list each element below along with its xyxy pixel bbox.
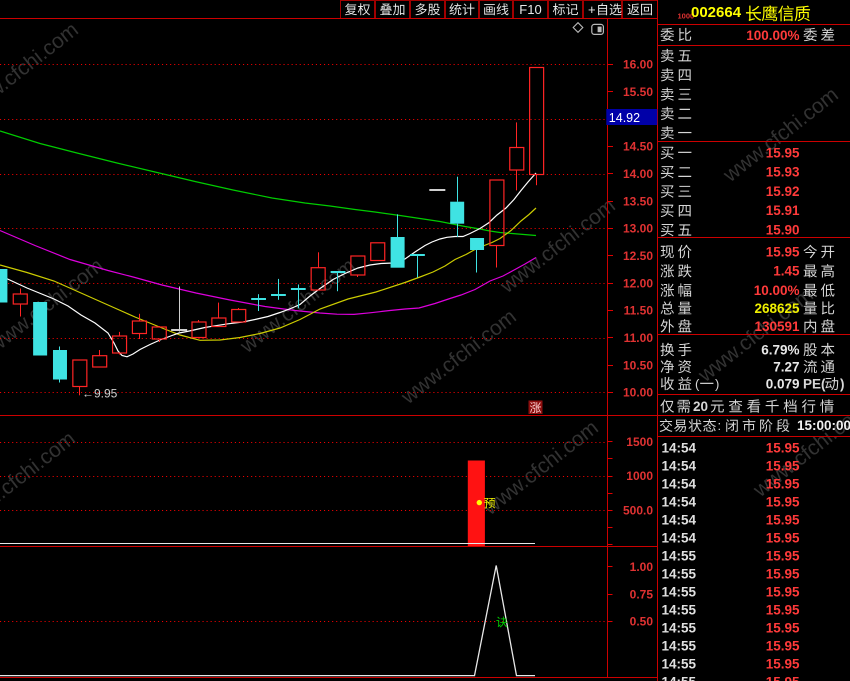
svg-text:15.95: 15.95 (766, 566, 800, 581)
svg-text:130591: 130591 (754, 319, 800, 334)
svg-text:11.50: 11.50 (624, 304, 654, 318)
svg-text:14.50: 14.50 (623, 140, 653, 154)
svg-text:002664: 002664 (691, 4, 742, 21)
svg-text:14.92: 14.92 (609, 111, 640, 125)
svg-text:15.95: 15.95 (766, 602, 800, 617)
svg-text:14:54: 14:54 (662, 476, 697, 491)
svg-text:15.91: 15.91 (766, 203, 800, 218)
svg-text:15.95: 15.95 (766, 494, 800, 509)
svg-text:7.27: 7.27 (773, 359, 799, 374)
svg-text:14:54: 14:54 (662, 512, 697, 527)
svg-text:14:55: 14:55 (662, 656, 697, 671)
svg-text:14:55: 14:55 (662, 602, 697, 617)
svg-text:14:55: 14:55 (662, 566, 697, 581)
svg-text:1500: 1500 (626, 435, 653, 449)
svg-text:): ) (715, 376, 719, 391)
svg-text:14.00: 14.00 (623, 167, 653, 181)
svg-text:15.95: 15.95 (766, 244, 800, 259)
svg-text:12.00: 12.00 (623, 276, 653, 290)
svg-text:15.95: 15.95 (766, 512, 800, 527)
svg-text:15.95: 15.95 (766, 584, 800, 599)
svg-text:16.00: 16.00 (623, 58, 653, 72)
svg-text:1000: 1000 (678, 12, 695, 21)
svg-text:14:54: 14:54 (662, 440, 697, 455)
svg-text:15.93: 15.93 (766, 165, 800, 180)
svg-text:15.95: 15.95 (766, 458, 800, 473)
svg-text:15.95: 15.95 (766, 476, 800, 491)
svg-text:100.00%: 100.00% (746, 28, 799, 43)
svg-text:1.00: 1.00 (630, 560, 654, 574)
svg-text:15:00:00: 15:00:00 (797, 418, 850, 433)
svg-text:15.90: 15.90 (766, 223, 800, 238)
svg-text:11.00: 11.00 (624, 331, 654, 345)
svg-text:0.079: 0.079 (766, 376, 800, 391)
svg-text:15.95: 15.95 (766, 674, 800, 681)
svg-text:12.50: 12.50 (623, 249, 653, 263)
svg-text:15.95: 15.95 (766, 656, 800, 671)
svg-text:PE(: PE( (803, 376, 826, 391)
svg-text:14:55: 14:55 (662, 548, 697, 563)
svg-text:10.00: 10.00 (623, 386, 653, 400)
svg-text:13.00: 13.00 (623, 222, 653, 236)
svg-text:20: 20 (693, 399, 708, 414)
svg-text:268625: 268625 (754, 301, 800, 316)
svg-text:15.95: 15.95 (766, 620, 800, 635)
svg-text:15.50: 15.50 (623, 85, 653, 99)
svg-text:): ) (840, 376, 845, 391)
svg-text:0.75: 0.75 (630, 588, 654, 602)
svg-text:10.50: 10.50 (623, 358, 653, 372)
svg-text:←9.95: ←9.95 (82, 387, 118, 401)
svg-text:F10: F10 (519, 2, 541, 17)
svg-text:14:55: 14:55 (662, 674, 697, 681)
svg-text:13.50: 13.50 (623, 194, 653, 208)
svg-text:14:55: 14:55 (662, 620, 697, 635)
svg-text::: : (718, 418, 722, 433)
svg-text:14:55: 14:55 (662, 584, 697, 599)
svg-text:15.95: 15.95 (766, 548, 800, 563)
svg-text:6.79%: 6.79% (761, 342, 799, 357)
svg-text:1000: 1000 (626, 469, 653, 483)
svg-text:14:54: 14:54 (662, 530, 697, 545)
svg-text:15.92: 15.92 (766, 184, 800, 199)
svg-text:+: + (588, 2, 596, 17)
svg-text:(: ( (695, 376, 700, 391)
svg-text:1.45: 1.45 (773, 264, 800, 279)
svg-text:0.50: 0.50 (630, 615, 654, 629)
svg-text:15.95: 15.95 (766, 440, 800, 455)
svg-text:15.95: 15.95 (766, 638, 800, 653)
svg-text:14:54: 14:54 (662, 494, 697, 509)
svg-text:14:55: 14:55 (662, 638, 697, 653)
svg-text:14:54: 14:54 (662, 458, 697, 473)
svg-text:10.00%: 10.00% (754, 283, 800, 298)
svg-text:15.95: 15.95 (766, 530, 800, 545)
svg-text:500.0: 500.0 (623, 503, 653, 517)
svg-text:15.95: 15.95 (766, 145, 800, 160)
